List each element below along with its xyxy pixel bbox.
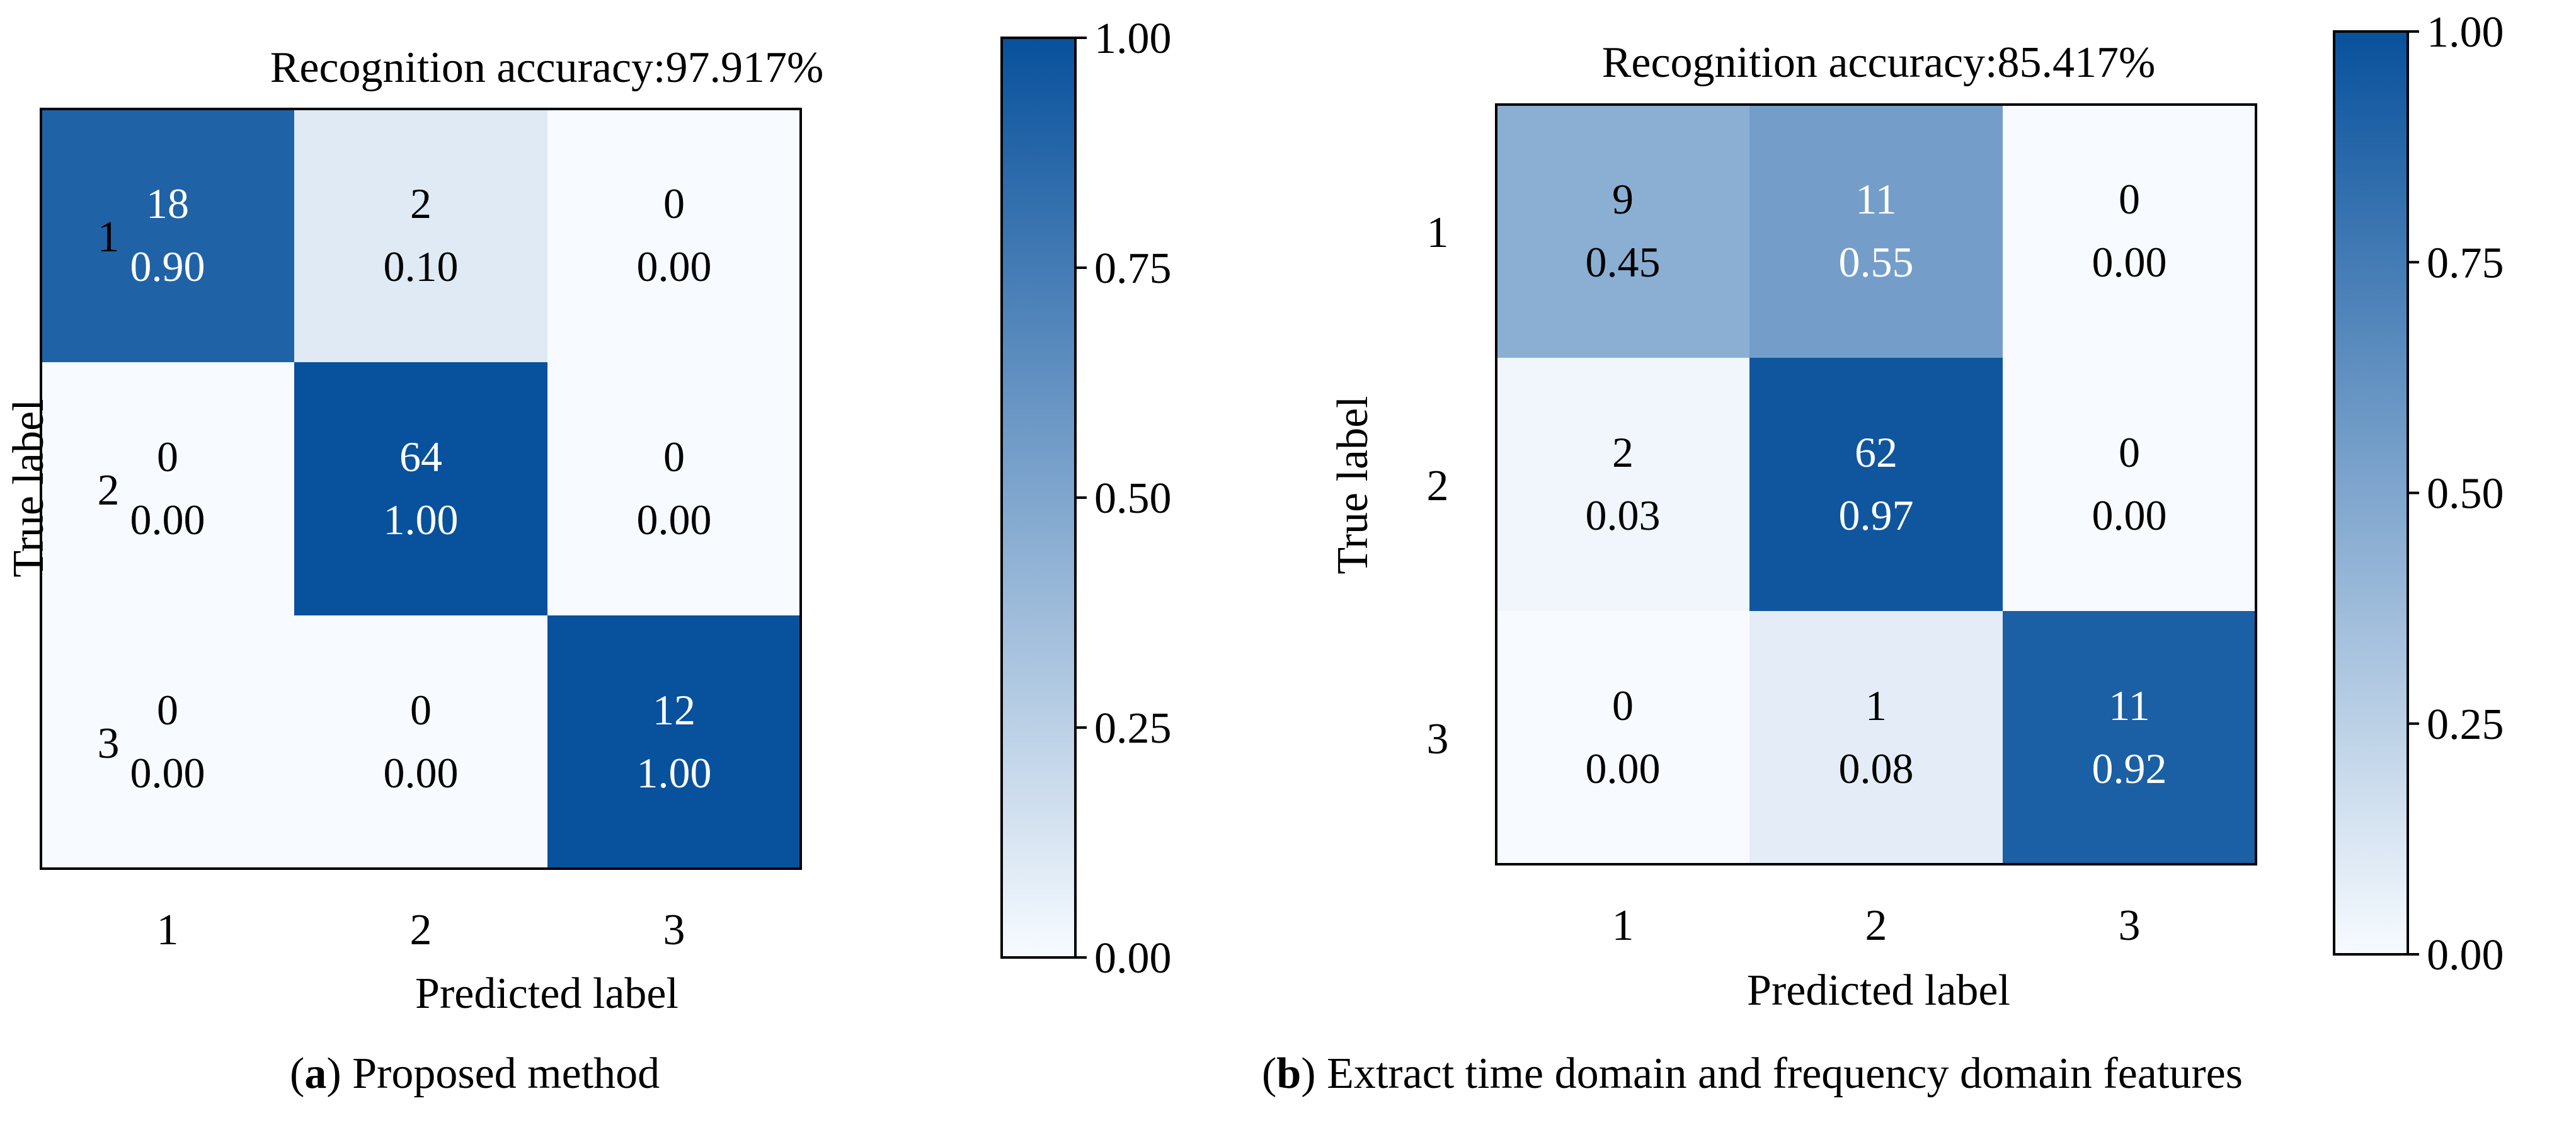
panel-a-cell-3-3 bbox=[547, 615, 801, 869]
caption-b-letter: b bbox=[1276, 1049, 1302, 1098]
panel-a-cell-1-2 bbox=[294, 109, 547, 362]
panel-a-cell-value-3-2: 0.00 bbox=[384, 749, 459, 797]
panel-a-colorbar-tick-4: 1.00 bbox=[1094, 14, 1172, 63]
panel-b-cell-count-1-3: 0 bbox=[2119, 175, 2140, 223]
panel-a-group: Recognition accuracy:97.917% 18 0.90 2 0.10 0… bbox=[4, 14, 1172, 1018]
panel-b-x-tick-3: 3 bbox=[2119, 901, 2141, 950]
panel-a-x-tick-1: 1 bbox=[157, 906, 179, 954]
panel-a-colorbar bbox=[1000, 37, 1077, 959]
panel-a-cell-1-1 bbox=[41, 109, 294, 362]
panel-b-cell-count-2-3: 0 bbox=[2119, 428, 2140, 476]
panel-a-cell-2-1 bbox=[41, 362, 294, 615]
panel-b-cell-value-3-3: 0.92 bbox=[2092, 745, 2167, 792]
panel-b-cell-count-1-2: 11 bbox=[1855, 175, 1896, 223]
panel-b-cell-count-3-3: 11 bbox=[2109, 682, 2150, 729]
panel-a-cell-value-2-3: 0.00 bbox=[637, 496, 712, 544]
caption-b-text: Extract time domain and frequency domain… bbox=[1327, 1049, 2243, 1098]
panel-a-cell-2-3 bbox=[547, 362, 801, 615]
panel-b-cell-value-2-2: 0.97 bbox=[1839, 491, 1914, 539]
panel-a-title: Recognition accuracy:97.917% bbox=[270, 43, 824, 92]
panel-a-cell-count-2-1: 0 bbox=[157, 433, 178, 481]
panel-a-cell-value-2-1: 0.00 bbox=[130, 496, 205, 544]
panel-b-x-tick-1: 1 bbox=[1612, 901, 1634, 950]
caption-a: (a) Proposed method bbox=[290, 1049, 660, 1098]
panel-b-cell-value-1-1: 0.45 bbox=[1586, 238, 1661, 286]
panel-b-cell-value-3-2: 0.08 bbox=[1839, 745, 1914, 792]
panel-b-cell-1-2 bbox=[1749, 105, 2003, 358]
panel-b-cell-value-1-3: 0.00 bbox=[2092, 238, 2167, 286]
panel-b-cell-2-1 bbox=[1496, 358, 1749, 611]
panel-a-cell-count-3-3: 12 bbox=[653, 686, 696, 734]
panel-b-cell-value-2-3: 0.00 bbox=[2092, 491, 2167, 539]
panel-b-colorbar-tick-1: 0.25 bbox=[2427, 700, 2504, 749]
panel-b-cell-value-2-1: 0.03 bbox=[1586, 491, 1661, 539]
panel-a-x-axis-label: Predicted label bbox=[415, 969, 678, 1018]
panel-a-y-axis-label: True label bbox=[4, 399, 53, 577]
panel-b-matrix-frame bbox=[1495, 103, 2257, 866]
panel-b-colorbar-tick-4: 1.00 bbox=[2427, 8, 2504, 57]
panel-b-cell-value-3-1: 0.00 bbox=[1586, 745, 1661, 792]
panel-a-cell-2-2 bbox=[294, 362, 547, 615]
panel-a-matrix-frame bbox=[40, 108, 802, 870]
panel-a-colorbar-tick-1: 0.25 bbox=[1094, 704, 1172, 753]
panel-b-x-axis-label: Predicted label bbox=[1747, 966, 2010, 1015]
panel-b-cell-count-2-1: 2 bbox=[1612, 428, 1634, 476]
panel-b-colorbar-tick-2: 0.50 bbox=[2427, 470, 2504, 518]
panel-a-cell-value-1-1: 0.90 bbox=[130, 243, 205, 290]
panel-a-cell-value-2-2: 1.00 bbox=[384, 496, 459, 544]
panel-a-cell-1-3 bbox=[547, 109, 801, 362]
panel-b-cell-value-1-2: 0.55 bbox=[1839, 238, 1914, 286]
caption-a-text: Proposed method bbox=[352, 1049, 660, 1098]
panel-b-title: Recognition accuracy:85.417% bbox=[1602, 38, 2156, 87]
panel-b-x-tick-2: 2 bbox=[1865, 901, 1887, 950]
panel-a-cell-count-2-3: 0 bbox=[663, 433, 685, 481]
panel-a-y-tick-1: 1 bbox=[98, 213, 120, 261]
panel-b-group: Recognition accuracy:85.417%90.45110.550… bbox=[1329, 8, 2504, 1015]
caption-b: (b) Extract time domain and frequency do… bbox=[1262, 1049, 2243, 1098]
panel-b-cell-2-3 bbox=[2003, 358, 2256, 611]
panel-a-colorbar-tick-3: 0.75 bbox=[1094, 244, 1172, 293]
panel-b-cell-2-2 bbox=[1749, 358, 2003, 611]
panel-b-cell-3-3 bbox=[2003, 611, 2256, 864]
panel-b-cell-3-2 bbox=[1749, 611, 2003, 864]
panel-b-y-tick-2: 2 bbox=[1427, 462, 1449, 510]
panel-a-cell-count-3-2: 0 bbox=[410, 686, 432, 734]
panel-a-x-tick-2: 2 bbox=[410, 906, 432, 954]
panel-a-cell-value-1-2: 0.10 bbox=[384, 243, 459, 290]
panel-a-y-tick-2: 2 bbox=[98, 466, 120, 515]
panel-b-cell-count-1-1: 9 bbox=[1612, 175, 1634, 223]
panel-b-cell-count-2-2: 62 bbox=[1855, 428, 1898, 476]
panel-b-y-axis-label: True label bbox=[1329, 396, 1377, 574]
panel-a-cell-3-1 bbox=[41, 615, 294, 869]
caption-a-letter: a bbox=[304, 1049, 327, 1098]
panel-a-cell-value-3-3: 1.00 bbox=[637, 749, 712, 797]
panel-b-y-tick-1: 1 bbox=[1427, 209, 1449, 257]
panel-a-cell-value-1-3: 0.00 bbox=[637, 243, 712, 290]
panel-b-cell-1-3 bbox=[2003, 105, 2256, 358]
panel-a-cell-count-2-2: 64 bbox=[399, 433, 442, 481]
panel-b-colorbar-tick-3: 0.75 bbox=[2427, 239, 2504, 287]
panel-b-colorbar bbox=[2333, 30, 2409, 956]
panel-a-cell-count-1-1: 18 bbox=[146, 180, 189, 227]
panel-b-cell-1-1 bbox=[1496, 105, 1749, 358]
panel-b-cell-count-3-1: 0 bbox=[1612, 682, 1634, 729]
panel-a-x-tick-3: 3 bbox=[663, 906, 685, 954]
panel-a-cell-count-1-3: 0 bbox=[663, 180, 685, 227]
panel-b-cell-3-1 bbox=[1496, 611, 1749, 864]
panel-a-cell-count-1-2: 2 bbox=[410, 180, 432, 227]
panel-a-cell-value-3-1: 0.00 bbox=[130, 749, 205, 797]
panel-b-colorbar-tick-0: 0.00 bbox=[2427, 931, 2504, 980]
panel-b-cell-count-3-2: 1 bbox=[1865, 682, 1887, 729]
panel-a-cell-3-2 bbox=[294, 615, 547, 869]
panel-a-colorbar-tick-0: 0.00 bbox=[1094, 934, 1172, 983]
panel-a-cell-count-3-1: 0 bbox=[157, 686, 178, 734]
panel-a-y-tick-3: 3 bbox=[98, 719, 120, 768]
panel-b-y-tick-3: 3 bbox=[1427, 715, 1449, 763]
panel-a-colorbar-tick-2: 0.50 bbox=[1094, 474, 1172, 523]
